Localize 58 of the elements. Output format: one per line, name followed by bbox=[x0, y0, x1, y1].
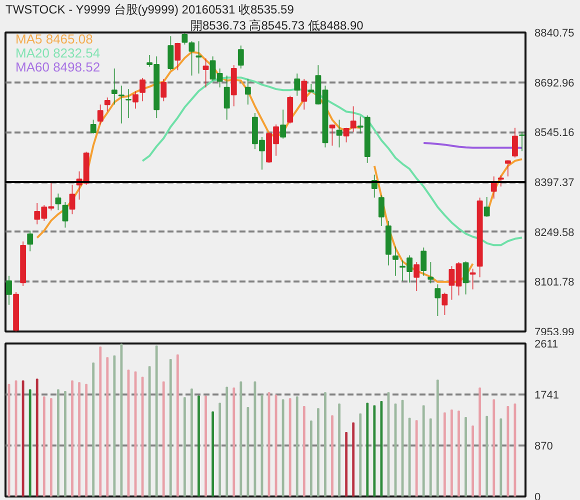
chart-subtitle: 開8536.73 高8545.73 低8488.90 bbox=[190, 18, 364, 32]
chart-title: TWSTOCK - Y9999 台股(y9999) 20160531 收8535.59 bbox=[6, 2, 294, 16]
text: MA60 8498.52 bbox=[16, 60, 100, 74]
y-tick-label: 8692.96 bbox=[534, 77, 574, 90]
candlestick bbox=[168, 36, 174, 71]
candlestick bbox=[224, 75, 230, 120]
y-tick-label: 870 bbox=[534, 440, 553, 453]
y-tick-label: 2611 bbox=[534, 338, 558, 350]
candlestick bbox=[27, 230, 34, 252]
candlestick bbox=[378, 194, 384, 226]
y-tick-label: 8545.16 bbox=[534, 127, 574, 140]
candlestick bbox=[196, 40, 202, 74]
candlestick bbox=[329, 124, 336, 146]
y-tick-label: 8101.78 bbox=[534, 276, 574, 289]
candlestick bbox=[280, 109, 286, 140]
text: MA20 8232.54 bbox=[16, 46, 100, 60]
y-tick-label: 8397.37 bbox=[534, 177, 574, 189]
y-tick-label: 1741 bbox=[534, 389, 559, 402]
candlestick bbox=[442, 292, 448, 316]
candlestick bbox=[62, 202, 68, 228]
candlestick bbox=[336, 119, 342, 148]
candlestick bbox=[294, 73, 300, 96]
candlestick bbox=[414, 262, 420, 292]
candlestick bbox=[174, 42, 181, 71]
y-tick-label: 8840.75 bbox=[534, 28, 574, 40]
candlestick bbox=[490, 176, 497, 200]
candlestick bbox=[238, 45, 244, 69]
candlestick bbox=[97, 104, 104, 125]
candlestick bbox=[160, 78, 167, 102]
candlestick bbox=[6, 275, 12, 306]
candlestick bbox=[428, 262, 434, 284]
candlestick bbox=[519, 131, 525, 152]
candlestick bbox=[182, 32, 188, 46]
candlestick bbox=[462, 260, 469, 295]
candlestick bbox=[343, 127, 350, 143]
candlestick bbox=[498, 174, 504, 188]
candlestick bbox=[434, 284, 441, 316]
text: MA5 8465.08 bbox=[16, 32, 93, 46]
candlestick bbox=[244, 78, 251, 106]
y-tick-label: 8249.58 bbox=[534, 226, 574, 239]
candlestick bbox=[90, 119, 96, 134]
candlestick bbox=[392, 246, 398, 276]
candlestick bbox=[301, 78, 308, 110]
candlestick bbox=[118, 85, 124, 124]
candlestick bbox=[55, 193, 62, 211]
candlestick bbox=[202, 58, 209, 88]
candlestick bbox=[420, 247, 427, 276]
candlestick bbox=[132, 90, 138, 110]
candlestick bbox=[104, 96, 110, 112]
candlestick bbox=[512, 127, 518, 158]
candlestick bbox=[188, 40, 195, 76]
candlestick bbox=[504, 160, 511, 177]
candlestick bbox=[126, 88, 132, 119]
candlestick bbox=[140, 77, 146, 102]
candlestick bbox=[69, 184, 76, 215]
candlestick bbox=[484, 196, 490, 218]
candlestick bbox=[350, 106, 356, 132]
candlestick bbox=[111, 68, 118, 106]
